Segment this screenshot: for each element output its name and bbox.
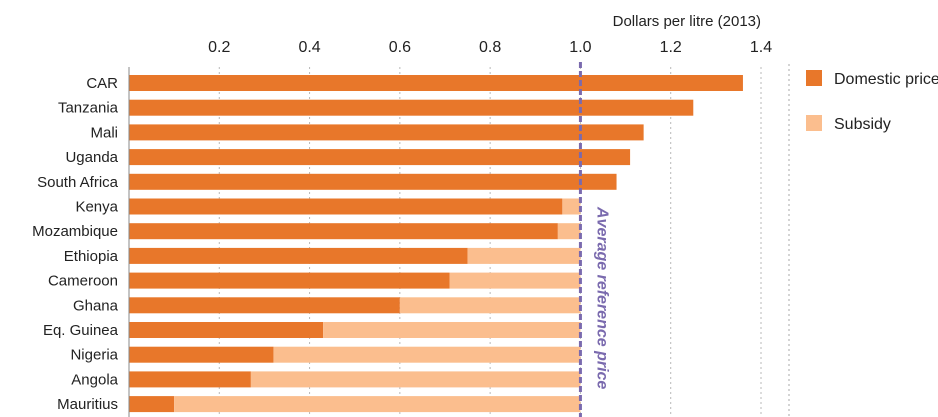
bar-domestic-price (129, 297, 400, 314)
x-tick-label: 1.0 (569, 39, 591, 56)
bar-domestic-price (129, 346, 274, 363)
x-tick-label: 0.8 (479, 39, 501, 56)
bar-subsidy (449, 272, 581, 289)
legend: Domestic price Subsidy (806, 70, 938, 133)
category-label: Eq. Guinea (43, 322, 119, 339)
category-label: CAR (86, 75, 118, 92)
bar-domestic-price (129, 149, 631, 166)
bar-subsidy (557, 223, 581, 240)
category-label: South Africa (37, 174, 119, 191)
category-label: Angola (71, 371, 118, 388)
bar-subsidy (562, 198, 581, 215)
reference-line-label: Average reference price (593, 206, 610, 389)
bar-subsidy (467, 247, 581, 264)
bar-domestic-price (129, 371, 251, 388)
legend-label: Domestic price (834, 71, 938, 88)
gridlines (218, 67, 762, 417)
bar-subsidy (323, 322, 581, 338)
category-label: Mozambique (32, 223, 118, 240)
legend-label: Subsidy (834, 116, 891, 133)
bar-domestic-price (129, 223, 558, 240)
x-tick-label: 1.4 (750, 39, 772, 56)
category-label: Nigeria (70, 347, 118, 364)
x-axis-title: Dollars per litre (2013) (613, 13, 761, 30)
category-label: Ethiopia (64, 248, 119, 265)
bar-domestic-price (129, 99, 694, 116)
bar-subsidy (250, 371, 581, 388)
category-label: Mali (90, 124, 118, 141)
bar-domestic-price (129, 247, 468, 264)
x-tick-label: 0.6 (389, 39, 411, 56)
bars (129, 75, 743, 413)
bar-domestic-price (129, 396, 175, 413)
category-label: Cameroon (48, 273, 118, 290)
bar-subsidy (399, 297, 581, 314)
bar-domestic-price (129, 173, 617, 190)
bar-domestic-price (129, 75, 743, 91)
category-label: Mauritius (57, 396, 118, 413)
category-label: Uganda (65, 149, 118, 166)
bar-domestic-price (129, 322, 324, 338)
legend-swatch (806, 70, 822, 86)
x-tick-label: 1.2 (660, 39, 682, 56)
category-label: Kenya (75, 199, 118, 216)
category-label: Tanzania (58, 100, 119, 117)
bar-domestic-price (129, 198, 563, 215)
x-tick-label: 0.2 (208, 39, 230, 56)
x-axis-ticks: 0.2 0.4 0.6 0.8 1.0 1.2 1.4 (208, 39, 772, 56)
bar-subsidy (174, 396, 581, 413)
bar-domestic-price (129, 124, 644, 141)
legend-swatch (806, 115, 822, 131)
category-label: Ghana (73, 297, 119, 314)
bar-domestic-price (129, 272, 450, 289)
bar-subsidy (273, 346, 581, 363)
x-tick-label: 0.4 (298, 39, 320, 56)
category-labels: CAR Tanzania Mali Uganda South Africa Kenya Mo… (32, 75, 119, 413)
